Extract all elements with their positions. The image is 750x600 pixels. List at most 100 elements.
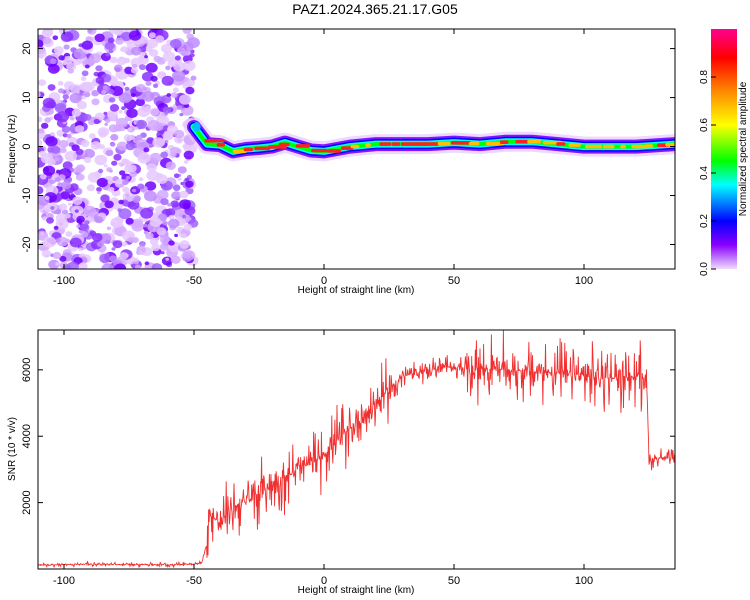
noise-speckle xyxy=(164,139,169,143)
noise-speckle xyxy=(179,190,189,199)
ridge-peak xyxy=(602,144,615,149)
noise-speckle xyxy=(71,109,82,117)
ridge-peak xyxy=(423,142,439,146)
noise-speckle xyxy=(100,194,110,203)
noise-speckle xyxy=(98,168,104,174)
noise-speckle xyxy=(40,173,47,180)
snr-line xyxy=(38,330,675,569)
noise-speckle xyxy=(76,100,87,110)
noise-speckle xyxy=(59,147,67,154)
noise-speckle xyxy=(183,150,194,160)
noise-speckle xyxy=(111,247,116,251)
noise-speckle xyxy=(158,196,163,200)
noise-speckle xyxy=(153,55,162,63)
noise-speckle xyxy=(145,62,158,73)
ridge-peak xyxy=(365,143,371,147)
noise-speckle xyxy=(50,145,61,154)
noise-speckle xyxy=(179,240,190,249)
noise-speckle xyxy=(122,186,130,193)
noise-speckle xyxy=(90,141,102,150)
noise-speckle xyxy=(125,217,134,225)
noise-speckle xyxy=(98,131,107,138)
noise-speckle xyxy=(78,247,83,252)
snr-series xyxy=(38,330,675,569)
colorbar-tick-label: 0.4 xyxy=(699,166,710,180)
noise-speckle xyxy=(189,53,195,58)
noise-speckle xyxy=(69,183,79,192)
ridge-peak xyxy=(527,139,541,144)
noise-speckle xyxy=(146,38,159,49)
noise-speckle xyxy=(160,151,169,159)
noise-speckle xyxy=(86,184,95,192)
noise-speckle xyxy=(150,75,158,82)
noise-speckle xyxy=(80,139,90,148)
noise-speckle xyxy=(79,223,90,232)
noise-speckle xyxy=(149,152,162,163)
noise-speckle xyxy=(111,85,124,97)
noise-speckle xyxy=(87,29,93,34)
noise-speckle xyxy=(38,139,43,147)
noise-speckle xyxy=(140,37,149,44)
colorbar-tick-label: 0.6 xyxy=(699,118,710,132)
chart-title: PAZ1.2024.365.21.17.G05 xyxy=(292,1,458,17)
y-tick-label: 4000 xyxy=(21,424,33,448)
ridge-peak xyxy=(254,146,271,151)
noise-speckle xyxy=(116,141,128,151)
ridge-peak xyxy=(645,144,654,148)
noise-speckle xyxy=(162,51,176,62)
noise-speckle xyxy=(96,177,108,188)
noise-speckle xyxy=(180,233,187,239)
noise-speckle xyxy=(165,257,169,261)
noise-speckle xyxy=(114,178,126,188)
x-tick-label: 50 xyxy=(448,275,460,287)
noise-speckle xyxy=(104,200,114,209)
noise-speckle xyxy=(172,70,186,82)
noise-speckle xyxy=(116,80,124,87)
noise-speckle xyxy=(132,196,141,203)
noise-speckle xyxy=(101,90,107,95)
colorbar-gradient xyxy=(711,29,737,269)
noise-speckle xyxy=(54,177,61,183)
noise-speckle xyxy=(96,191,101,195)
noise-speckle xyxy=(58,55,65,61)
noise-speckle xyxy=(128,30,142,41)
ridge-peak xyxy=(311,148,328,153)
noise-speckle xyxy=(107,113,117,121)
noise-speckle xyxy=(109,255,118,262)
noise-speckle xyxy=(81,70,89,77)
noise-speckle xyxy=(122,159,131,166)
noise-speckle xyxy=(156,189,169,200)
noise-speckle xyxy=(47,158,56,166)
noise-speckle xyxy=(129,171,137,178)
ridge-peak xyxy=(341,146,354,150)
noise-speckle xyxy=(83,205,97,217)
noise-speckle xyxy=(109,56,118,64)
noise-speckle xyxy=(99,253,111,264)
noise-speckle xyxy=(179,113,184,117)
noise-speckle xyxy=(68,202,72,206)
y-tick-label: 20 xyxy=(21,42,33,54)
noise-speckle xyxy=(159,235,170,244)
noise-speckle xyxy=(43,236,57,248)
y-tick-label: -10 xyxy=(21,188,33,204)
noise-speckle xyxy=(93,118,100,125)
colorbar-tick-label: 0.2 xyxy=(699,214,710,228)
noise-speckle xyxy=(113,64,123,72)
ridge-peak xyxy=(556,142,566,146)
noise-speckle xyxy=(122,180,128,186)
noise-speckle xyxy=(54,103,67,113)
noise-speckle xyxy=(103,164,108,168)
noise-speckle xyxy=(41,249,52,258)
ridge-peak xyxy=(468,141,480,146)
ridge-peak xyxy=(499,140,509,144)
noise-speckle xyxy=(131,218,144,229)
colorbar: 0.0 0.2 0.4 0.6 0.8 Normalized spectral ampl… xyxy=(699,29,749,276)
noise-speckle xyxy=(65,231,73,237)
noise-speckle xyxy=(170,151,177,157)
noise-speckle xyxy=(110,221,116,226)
noise-speckle xyxy=(118,161,124,167)
noise-speckle xyxy=(58,88,65,94)
noise-speckle xyxy=(151,263,163,269)
noise-speckle xyxy=(167,203,172,207)
noise-speckle xyxy=(60,191,71,200)
